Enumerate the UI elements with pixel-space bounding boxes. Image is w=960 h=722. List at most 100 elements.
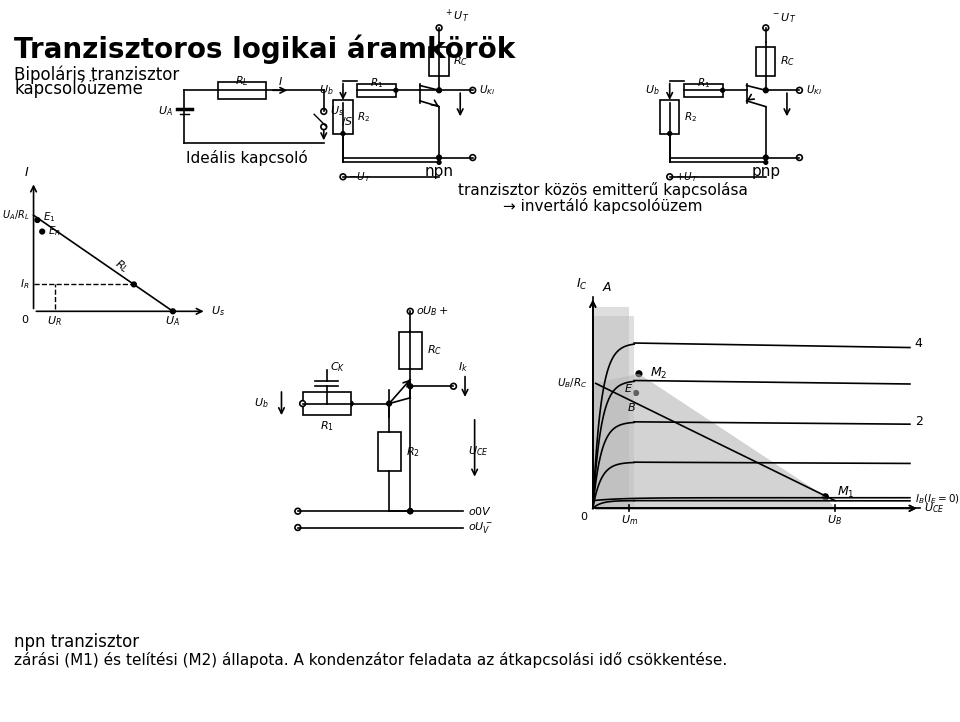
Text: $R_2$: $R_2$ <box>406 445 420 458</box>
Text: $A$: $A$ <box>603 281 612 294</box>
Text: $U_{Ki}$: $U_{Ki}$ <box>479 84 495 97</box>
Circle shape <box>341 131 345 136</box>
Text: $R_C$: $R_C$ <box>453 55 468 69</box>
Text: $R_L$: $R_L$ <box>235 74 249 87</box>
Circle shape <box>450 383 456 389</box>
Text: $R_C$: $R_C$ <box>780 55 795 69</box>
Text: $U_{Ki}$: $U_{Ki}$ <box>806 84 823 97</box>
Bar <box>756 47 776 76</box>
Text: $M_2$: $M_2$ <box>651 366 668 381</box>
Bar <box>302 392 350 415</box>
Text: $I_k$: $I_k$ <box>458 360 468 374</box>
Text: $U_b$: $U_b$ <box>319 84 333 97</box>
Circle shape <box>321 124 326 130</box>
Text: $R_C$: $R_C$ <box>426 343 442 357</box>
Circle shape <box>764 160 768 165</box>
Circle shape <box>171 309 176 314</box>
Text: $I$: $I$ <box>24 166 30 179</box>
Circle shape <box>437 160 441 165</box>
Text: $B$: $B$ <box>627 401 636 414</box>
Circle shape <box>300 401 305 406</box>
Bar <box>398 332 421 369</box>
Text: $oU_B+$: $oU_B+$ <box>416 305 449 318</box>
Circle shape <box>35 217 39 222</box>
Circle shape <box>763 155 768 160</box>
Circle shape <box>437 88 442 92</box>
Polygon shape <box>593 307 630 508</box>
Circle shape <box>797 87 803 93</box>
Bar <box>660 100 680 134</box>
Text: $U_B$: $U_B$ <box>828 513 843 527</box>
Text: npn tranzisztor: npn tranzisztor <box>14 633 139 651</box>
Polygon shape <box>593 316 635 508</box>
Text: $U_{CE}$: $U_{CE}$ <box>924 501 945 516</box>
Circle shape <box>321 108 326 114</box>
Text: $U_b$: $U_b$ <box>645 84 660 97</box>
Text: $E_R$: $E_R$ <box>48 225 60 238</box>
Text: $E_1$: $E_1$ <box>43 210 56 224</box>
Text: $I_C$: $I_C$ <box>576 277 588 292</box>
Text: 4: 4 <box>915 336 923 349</box>
Circle shape <box>437 155 442 160</box>
Text: $U_s$: $U_s$ <box>211 305 226 318</box>
Text: $0$: $0$ <box>580 510 588 522</box>
Circle shape <box>132 282 136 287</box>
Text: $U_R$: $U_R$ <box>47 314 62 328</box>
Circle shape <box>408 509 413 513</box>
Text: Ideális kapcsoló: Ideális kapcsoló <box>186 149 308 165</box>
Text: $U_A$: $U_A$ <box>158 105 173 118</box>
Text: $R_1$: $R_1$ <box>320 419 334 432</box>
Circle shape <box>394 88 397 92</box>
Text: $oU_V^-$: $oU_V^-$ <box>468 520 492 535</box>
Text: $U_A$: $U_A$ <box>165 314 180 328</box>
Circle shape <box>469 155 475 160</box>
Circle shape <box>295 525 300 531</box>
Circle shape <box>763 88 768 92</box>
Text: npn: npn <box>424 165 453 180</box>
Circle shape <box>721 88 725 92</box>
Text: $0$: $0$ <box>21 313 30 325</box>
Text: $R_1$: $R_1$ <box>370 77 383 90</box>
Text: $+U_T$: $+U_T$ <box>675 170 698 183</box>
Text: $o0V$: $o0V$ <box>468 505 492 517</box>
Text: Bipoláris tranzisztor: Bipoláris tranzisztor <box>14 65 180 84</box>
Circle shape <box>408 509 413 513</box>
Text: pnp: pnp <box>752 165 780 180</box>
Circle shape <box>436 25 442 31</box>
Text: tranzisztor közös emitterű kapcsolása: tranzisztor közös emitterű kapcsolása <box>458 182 748 199</box>
Circle shape <box>408 384 413 388</box>
Text: kapcsolóüzeme: kapcsolóüzeme <box>14 79 143 98</box>
Text: Tranzisztoros logikai áramkörök: Tranzisztoros logikai áramkörök <box>14 35 516 64</box>
Bar <box>377 432 400 471</box>
Bar <box>357 84 396 97</box>
Circle shape <box>634 391 638 396</box>
Circle shape <box>348 401 353 406</box>
Circle shape <box>797 155 803 160</box>
Circle shape <box>387 401 392 406</box>
Circle shape <box>668 131 672 136</box>
Bar <box>429 47 448 76</box>
Text: $U_s$: $U_s$ <box>329 105 344 118</box>
Text: $/S$: $/S$ <box>341 115 353 128</box>
Text: $^+U_T$: $^+U_T$ <box>444 8 469 25</box>
Text: $R_L$: $R_L$ <box>112 256 132 276</box>
Circle shape <box>763 25 769 31</box>
Text: $U_B/R_C$: $U_B/R_C$ <box>558 376 588 391</box>
Text: $-U_T$: $-U_T$ <box>348 170 371 183</box>
Circle shape <box>469 87 475 93</box>
Text: $U_A/R_L$: $U_A/R_L$ <box>2 209 30 222</box>
Circle shape <box>39 229 44 234</box>
Circle shape <box>340 174 346 180</box>
Polygon shape <box>593 374 835 508</box>
Text: $E$: $E$ <box>624 382 633 394</box>
Circle shape <box>408 509 413 513</box>
Text: 2: 2 <box>915 415 923 428</box>
Circle shape <box>667 174 673 180</box>
Text: $I_B(I_E=0)$: $I_B(I_E=0)$ <box>915 492 960 505</box>
Text: $R_2$: $R_2$ <box>357 110 371 124</box>
Text: $I_R$: $I_R$ <box>20 277 30 291</box>
Text: $^-U_T$: $^-U_T$ <box>771 11 796 25</box>
Text: $U_m$: $U_m$ <box>621 513 638 527</box>
Circle shape <box>636 371 642 377</box>
Text: $U_{CE}$: $U_{CE}$ <box>468 444 489 458</box>
